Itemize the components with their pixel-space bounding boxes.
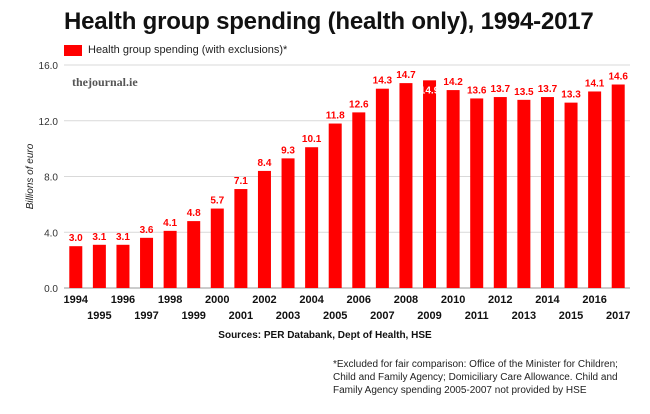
x-tick-label: 2011 [465, 310, 489, 322]
bar [163, 230, 177, 288]
x-tick-label: 2002 [252, 294, 276, 306]
bar [399, 83, 413, 289]
x-tick-label: 2016 [582, 294, 606, 306]
sources-note: Sources: PER Databank, Dept of Health, H… [218, 330, 432, 341]
value-label: 13.5 [514, 87, 534, 98]
x-tick-label: 1999 [181, 310, 205, 322]
chart-title: Health group spending (health only), 199… [64, 8, 594, 35]
value-label: 14.7 [396, 70, 416, 81]
x-tick-label: 2000 [205, 294, 229, 306]
bar [187, 221, 201, 288]
value-label: 4.8 [187, 208, 201, 219]
value-label: 14.1 [585, 78, 605, 89]
bar [116, 244, 130, 288]
bar [375, 88, 389, 288]
x-tick-label: 2008 [394, 294, 418, 306]
bar [611, 84, 625, 288]
bar [446, 90, 460, 289]
value-label: 7.1 [234, 176, 248, 187]
value-label: 3.1 [116, 232, 130, 243]
x-tick-label: 1996 [111, 294, 135, 306]
value-label: 11.8 [326, 111, 345, 122]
bar [281, 158, 295, 288]
value-label: 14.9 [420, 85, 440, 96]
y-tick-label: 12.0 [39, 117, 59, 128]
value-label: 12.6 [349, 99, 369, 110]
y-tick-label: 8.0 [44, 173, 58, 184]
value-label: 4.1 [163, 218, 177, 229]
x-tick-label: 2014 [535, 294, 560, 306]
x-tick-label: 2006 [347, 294, 371, 306]
bar [140, 237, 154, 288]
x-tick-label: 2005 [323, 310, 347, 322]
y-tick-label: 4.0 [44, 228, 58, 239]
x-tick-label: 2015 [559, 310, 583, 322]
value-label: 3.1 [92, 232, 106, 243]
bar [257, 170, 271, 288]
legend: Health group spending (with exclusions)* [64, 44, 287, 56]
value-label: 13.7 [538, 84, 558, 95]
value-label: 13.3 [561, 90, 581, 101]
legend-label: Health group spending (with exclusions)* [88, 44, 288, 56]
bar [564, 102, 578, 288]
x-tick-label: 1997 [134, 310, 158, 322]
bar [352, 112, 366, 288]
bar [470, 98, 484, 288]
value-label: 14.6 [608, 72, 628, 83]
bar [328, 123, 342, 288]
value-label: 8.4 [258, 158, 272, 169]
bar [540, 97, 554, 289]
bar [234, 189, 248, 288]
x-tick-label: 2007 [370, 310, 394, 322]
y-axis-label: Billions of euro [25, 143, 36, 209]
x-tick-label: 2012 [488, 294, 512, 306]
value-label: 5.7 [210, 196, 224, 207]
value-label: 13.6 [467, 85, 487, 96]
x-tick-label: 2009 [417, 310, 441, 322]
x-tick-label: 2017 [606, 310, 630, 322]
value-label: 3.6 [140, 225, 154, 236]
bar [517, 99, 531, 288]
value-label: 10.1 [302, 134, 322, 145]
x-tick-label: 2010 [441, 294, 465, 306]
y-tick-label: 0.0 [44, 284, 58, 295]
bar [493, 97, 507, 289]
value-label: 3.0 [69, 233, 83, 244]
value-label: 13.7 [491, 84, 511, 95]
footnote: *Excluded for fair comparison: Office of… [333, 359, 618, 396]
bar [423, 80, 437, 288]
bar [305, 147, 319, 288]
x-tick-label: 1998 [158, 294, 182, 306]
bar [210, 208, 224, 288]
bar [69, 246, 83, 288]
value-label: 14.3 [373, 76, 393, 87]
x-tick-label: 2004 [299, 294, 324, 306]
legend-swatch [64, 44, 82, 56]
value-label: 14.2 [443, 77, 463, 88]
x-tick-label: 2003 [276, 310, 300, 322]
x-tick-label: 2001 [229, 310, 253, 322]
x-tick-label: 1995 [87, 310, 111, 322]
bar [92, 244, 106, 288]
bar [588, 91, 602, 288]
y-tick-label: 16.0 [39, 61, 59, 72]
value-label: 9.3 [281, 145, 295, 156]
x-tick-label: 1994 [64, 294, 89, 306]
x-tick-label: 2013 [512, 310, 536, 322]
watermark-logo: thejournal.ie [72, 75, 138, 89]
